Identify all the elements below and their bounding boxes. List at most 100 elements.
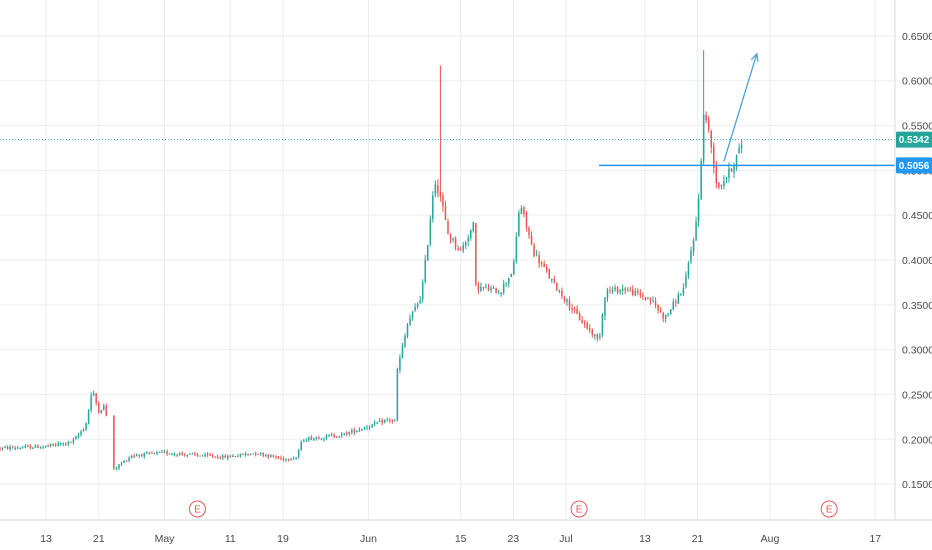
candle-body bbox=[626, 289, 629, 291]
candle-body bbox=[581, 320, 583, 323]
candle-body bbox=[280, 457, 282, 459]
candle-body bbox=[664, 314, 667, 319]
candle-body bbox=[389, 419, 391, 421]
candle-body bbox=[502, 283, 505, 293]
candle-body bbox=[130, 455, 133, 458]
candle-body bbox=[138, 455, 140, 457]
candle-body bbox=[715, 166, 718, 184]
candle-body bbox=[573, 309, 576, 311]
candle-body bbox=[305, 440, 308, 442]
candle-body bbox=[54, 444, 57, 446]
candle-body bbox=[214, 456, 216, 458]
candle-body bbox=[421, 281, 424, 300]
candle-body bbox=[115, 467, 118, 469]
candle-body bbox=[462, 245, 464, 251]
candle-body bbox=[14, 448, 16, 450]
candle-body bbox=[728, 168, 730, 178]
price-badge-label: 0.5342 bbox=[899, 135, 930, 146]
candle-body bbox=[366, 427, 368, 429]
candle-body bbox=[44, 445, 47, 447]
candle-body bbox=[221, 455, 224, 459]
candle-body bbox=[361, 429, 363, 431]
candle-body bbox=[472, 222, 475, 232]
candle-body bbox=[588, 328, 591, 330]
earnings-event-marker[interactable] bbox=[820, 500, 838, 518]
candle-body bbox=[619, 289, 621, 292]
candle-body bbox=[482, 286, 485, 288]
candle-body bbox=[323, 438, 325, 440]
candle-body bbox=[24, 446, 27, 448]
candle-body bbox=[272, 455, 275, 457]
candle-body bbox=[259, 452, 262, 454]
trend-arrow-line[interactable] bbox=[723, 53, 758, 162]
earnings-event-marker[interactable] bbox=[570, 500, 588, 518]
candle-body bbox=[520, 207, 523, 214]
candle-body bbox=[204, 454, 206, 457]
candle-body bbox=[720, 185, 723, 187]
candle-body bbox=[568, 300, 571, 308]
trend-arrow-head[interactable] bbox=[750, 52, 759, 62]
candle-body bbox=[194, 452, 196, 455]
candle-body bbox=[211, 455, 214, 457]
candle-body bbox=[267, 455, 270, 458]
time-tick-label: 21 bbox=[93, 533, 105, 545]
candle-body bbox=[669, 309, 672, 315]
candle-body bbox=[672, 301, 675, 310]
price-badge bbox=[896, 157, 932, 174]
candle-body bbox=[290, 459, 292, 461]
candle-body bbox=[545, 266, 548, 271]
candle-body bbox=[490, 288, 492, 291]
time-tick-label: 13 bbox=[40, 533, 52, 545]
candle-body bbox=[558, 291, 561, 293]
earnings-event-marker[interactable] bbox=[188, 500, 206, 518]
candle-body bbox=[632, 289, 634, 295]
candle-body bbox=[647, 298, 649, 300]
candle-body bbox=[199, 455, 201, 457]
candle-body bbox=[644, 297, 647, 299]
candle-body bbox=[500, 292, 502, 295]
candle-body bbox=[594, 334, 596, 336]
candle-body bbox=[700, 160, 702, 199]
candle-body bbox=[432, 195, 434, 220]
candle-body bbox=[328, 435, 330, 437]
time-tick-label: 19 bbox=[277, 533, 289, 545]
candle-body bbox=[434, 184, 437, 195]
candle-body bbox=[346, 432, 348, 435]
candle-body bbox=[105, 406, 108, 416]
candle-body bbox=[123, 460, 125, 463]
candle-body bbox=[639, 292, 642, 296]
candle-body bbox=[173, 454, 176, 456]
candle-body bbox=[348, 432, 351, 435]
candle-body bbox=[437, 185, 439, 193]
time-axis[interactable]: 13 21 May 11 19 Jun 15 23 Jul 13 21 Aug 17 bbox=[40, 533, 881, 545]
candle-body bbox=[196, 454, 199, 456]
drawings[interactable] bbox=[0, 52, 895, 167]
candle-body bbox=[609, 290, 611, 292]
candle-body bbox=[120, 463, 123, 465]
candle-body bbox=[525, 212, 528, 228]
candle-body bbox=[690, 250, 692, 263]
time-tick-label: Jun bbox=[360, 533, 377, 545]
candle-body bbox=[29, 445, 32, 449]
candle-body bbox=[513, 261, 515, 275]
candle-body bbox=[723, 180, 725, 187]
price-axis[interactable]: 0.1500 0.2000 0.2500 0.3000 0.3500 0.4000 0.45… bbox=[902, 31, 932, 491]
candle-body bbox=[1, 447, 4, 449]
candle-body bbox=[313, 438, 315, 441]
candle-body bbox=[710, 130, 713, 148]
price-tick-label: 0.6000 bbox=[902, 76, 932, 88]
candle-body bbox=[181, 453, 183, 455]
candle-body bbox=[229, 455, 232, 458]
candle-body bbox=[576, 308, 578, 314]
candle-body bbox=[487, 287, 490, 291]
candle-body bbox=[507, 278, 510, 284]
time-tick-label: 15 bbox=[455, 533, 467, 545]
price-tick-label: 0.2000 bbox=[902, 434, 932, 446]
candle-body bbox=[692, 240, 695, 252]
candle-body bbox=[252, 453, 254, 455]
candle-body bbox=[654, 301, 657, 306]
candle-body bbox=[429, 219, 432, 245]
candle-body bbox=[343, 433, 345, 435]
candle-body bbox=[475, 223, 477, 285]
